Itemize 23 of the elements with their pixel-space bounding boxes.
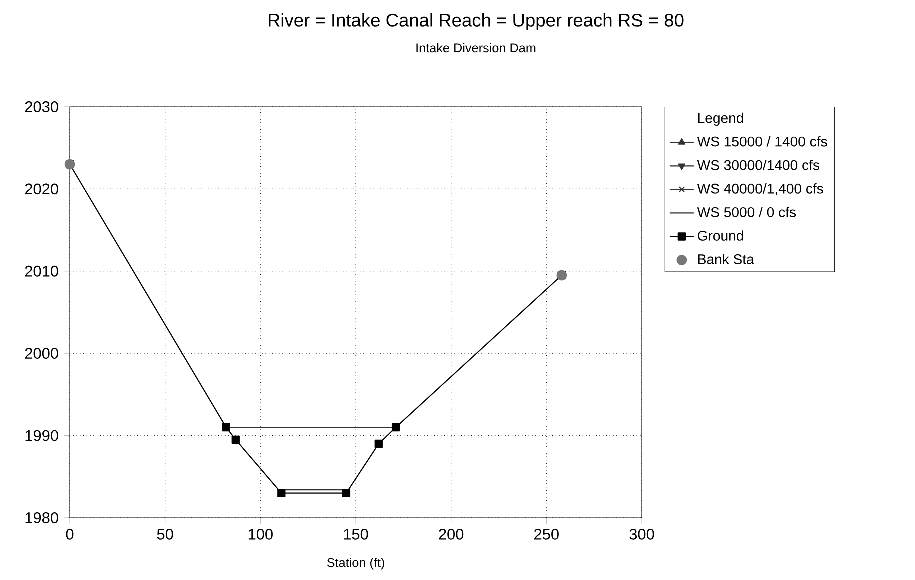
- legend-label: WS 15000 / 1400 cfs: [697, 136, 828, 147]
- chart-subtitle: Intake Diversion Dam: [416, 43, 536, 53]
- x-axis-title: Station (ft): [327, 558, 384, 570]
- y-tick-label: 1980: [26, 512, 58, 524]
- y-tick-label: 2020: [25, 184, 58, 195]
- x-tick-label: 300: [630, 528, 654, 540]
- y-tick-label: 2030: [25, 102, 58, 112]
- chart-title: River = Intake Canal Reach = Upper reach RS = 80: [269, 13, 684, 31]
- x-tick-label: 0: [66, 528, 74, 540]
- legend-label: WS 5000 / 0 cfs: [697, 207, 796, 218]
- legend-label: Bank Sta: [698, 254, 754, 264]
- y-tick-label: 1990: [26, 430, 58, 442]
- x-tick-label: 50: [157, 528, 174, 540]
- legend-label: Ground: [698, 230, 744, 241]
- legend-label: WS 40000/1,400 cfs: [697, 184, 824, 196]
- x-tick-label: 250: [534, 528, 559, 540]
- y-tick-label: 2010: [25, 266, 58, 277]
- y-tick-label: 2000: [25, 348, 58, 360]
- x-tick-label: 200: [439, 528, 464, 540]
- legend-label: WS 30000/1400 cfs: [697, 160, 820, 170]
- x-tick-label: 150: [344, 528, 368, 540]
- x-tick-label: 100: [248, 528, 273, 540]
- legend-title: Legend: [698, 112, 744, 126]
